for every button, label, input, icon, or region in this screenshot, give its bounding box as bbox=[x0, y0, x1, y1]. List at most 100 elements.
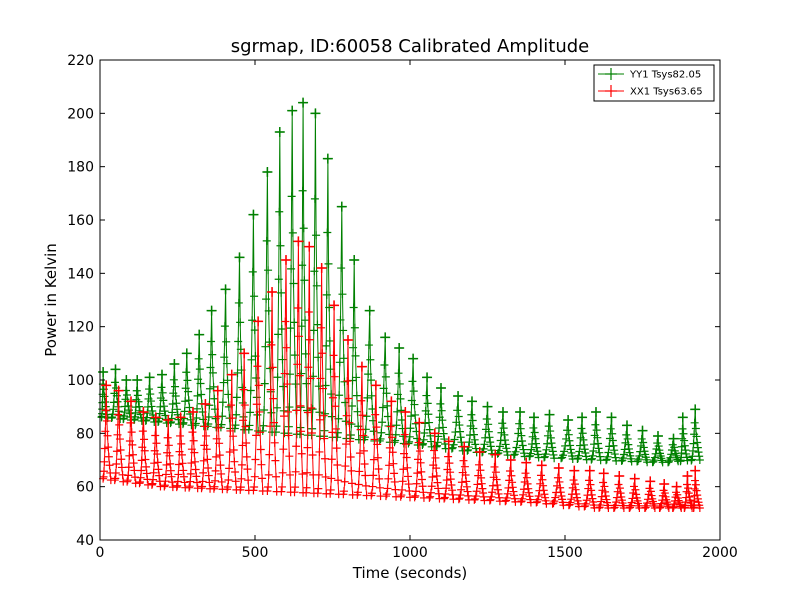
peak-point bbox=[422, 372, 433, 383]
peak-point bbox=[370, 380, 381, 391]
peak-point bbox=[408, 353, 419, 364]
peak-point bbox=[144, 372, 155, 383]
y-tick-label: 100 bbox=[67, 373, 94, 389]
peak-point bbox=[356, 361, 367, 372]
peak-point bbox=[253, 316, 264, 327]
legend-marker-xx1 bbox=[605, 85, 617, 97]
peak-point bbox=[138, 407, 149, 417]
peak-point bbox=[181, 348, 192, 359]
peak-point bbox=[653, 431, 663, 441]
peak-point bbox=[659, 479, 670, 489]
peak-point bbox=[606, 412, 617, 423]
peak-point bbox=[544, 409, 555, 420]
peak-point bbox=[490, 449, 501, 460]
peak-point bbox=[329, 300, 340, 311]
peak-point bbox=[584, 465, 595, 476]
y-tick-label: 180 bbox=[67, 160, 94, 176]
peak-point bbox=[322, 153, 333, 164]
peak-point bbox=[113, 385, 124, 396]
x-tick-label: 500 bbox=[242, 545, 269, 561]
peak-point bbox=[677, 412, 688, 423]
peak-point bbox=[188, 407, 198, 417]
peak-point bbox=[443, 436, 454, 447]
peak-point bbox=[226, 369, 237, 380]
peak-point bbox=[336, 201, 347, 212]
x-tick-label: 2000 bbox=[702, 545, 738, 561]
peak-point bbox=[553, 463, 564, 473]
peak-point bbox=[267, 287, 278, 297]
x-tick-label: 1500 bbox=[547, 545, 583, 561]
peak-point bbox=[515, 407, 526, 417]
legend-entry-yy1: YY1 Tsys82.05 bbox=[598, 68, 701, 81]
peak-point bbox=[563, 415, 574, 425]
peak-point bbox=[364, 305, 375, 316]
peak-point bbox=[110, 364, 121, 375]
legend-entry-xx1: XX1 Tsys63.65 bbox=[598, 85, 703, 98]
peak-point bbox=[529, 412, 539, 423]
peak-point bbox=[614, 471, 625, 481]
x-tick-label: 1000 bbox=[392, 545, 428, 561]
peak-point bbox=[343, 335, 353, 345]
peak-point bbox=[349, 255, 360, 265]
peak-point bbox=[645, 476, 656, 487]
peak-point bbox=[671, 481, 682, 492]
peak-point bbox=[150, 412, 161, 423]
peak-point bbox=[577, 412, 588, 423]
peak-point bbox=[169, 359, 180, 369]
y-axis-label: Power in Kelvin bbox=[42, 243, 60, 357]
peak-point bbox=[668, 433, 679, 444]
peak-point bbox=[505, 455, 516, 465]
peak-point bbox=[598, 468, 609, 479]
peak-point bbox=[220, 284, 231, 295]
legend-box bbox=[593, 64, 715, 102]
peak-point bbox=[436, 383, 446, 393]
peak-point bbox=[274, 127, 285, 137]
peak-point bbox=[690, 465, 701, 476]
peak-point bbox=[637, 425, 648, 436]
peak-point bbox=[316, 263, 327, 273]
peak-point bbox=[234, 252, 245, 263]
y-axis-ticks: 40 60 80 100 120 140 160 180 200 220 bbox=[67, 53, 720, 549]
peak-point bbox=[175, 412, 186, 423]
peak-point bbox=[498, 407, 508, 417]
peak-point bbox=[429, 428, 440, 439]
peak-point bbox=[400, 407, 411, 417]
peak-point bbox=[682, 471, 693, 481]
peak-point bbox=[287, 105, 298, 116]
peak-point bbox=[132, 375, 143, 385]
peak-point bbox=[386, 396, 397, 407]
y-tick-label: 120 bbox=[67, 320, 94, 336]
y-tick-label: 220 bbox=[67, 53, 94, 69]
peak-point bbox=[629, 473, 640, 484]
peak-point bbox=[521, 457, 532, 468]
peak-point bbox=[248, 209, 259, 220]
y-tick-label: 60 bbox=[76, 480, 94, 496]
peak-point bbox=[569, 465, 580, 476]
series-markers-0 bbox=[97, 98, 704, 467]
peak-point bbox=[310, 108, 321, 119]
y-tick-label: 160 bbox=[67, 213, 94, 229]
peak-point bbox=[474, 447, 485, 457]
series-layer bbox=[97, 97, 704, 512]
peak-point bbox=[690, 404, 701, 415]
peak-point bbox=[380, 332, 391, 343]
peak-point bbox=[453, 391, 464, 401]
y-tick-label: 140 bbox=[67, 266, 94, 282]
peak-point bbox=[482, 401, 493, 412]
peak-point bbox=[394, 343, 405, 353]
peak-point bbox=[194, 329, 205, 340]
peak-point bbox=[262, 167, 273, 177]
peak-point bbox=[459, 441, 470, 452]
peak-point bbox=[298, 97, 309, 108]
peak-point bbox=[206, 305, 217, 316]
peak-point bbox=[121, 375, 132, 385]
peak-point bbox=[281, 255, 291, 265]
x-axis-label: Time (seconds) bbox=[352, 564, 468, 582]
x-axis-ticks: 0 500 1000 1500 2000 bbox=[96, 60, 738, 561]
peak-point bbox=[212, 385, 223, 396]
series-markers-1 bbox=[99, 237, 704, 512]
legend-label-xx1: XX1 Tsys63.65 bbox=[630, 87, 703, 98]
y-tick-label: 40 bbox=[76, 533, 94, 549]
series-xx1 bbox=[99, 236, 704, 512]
